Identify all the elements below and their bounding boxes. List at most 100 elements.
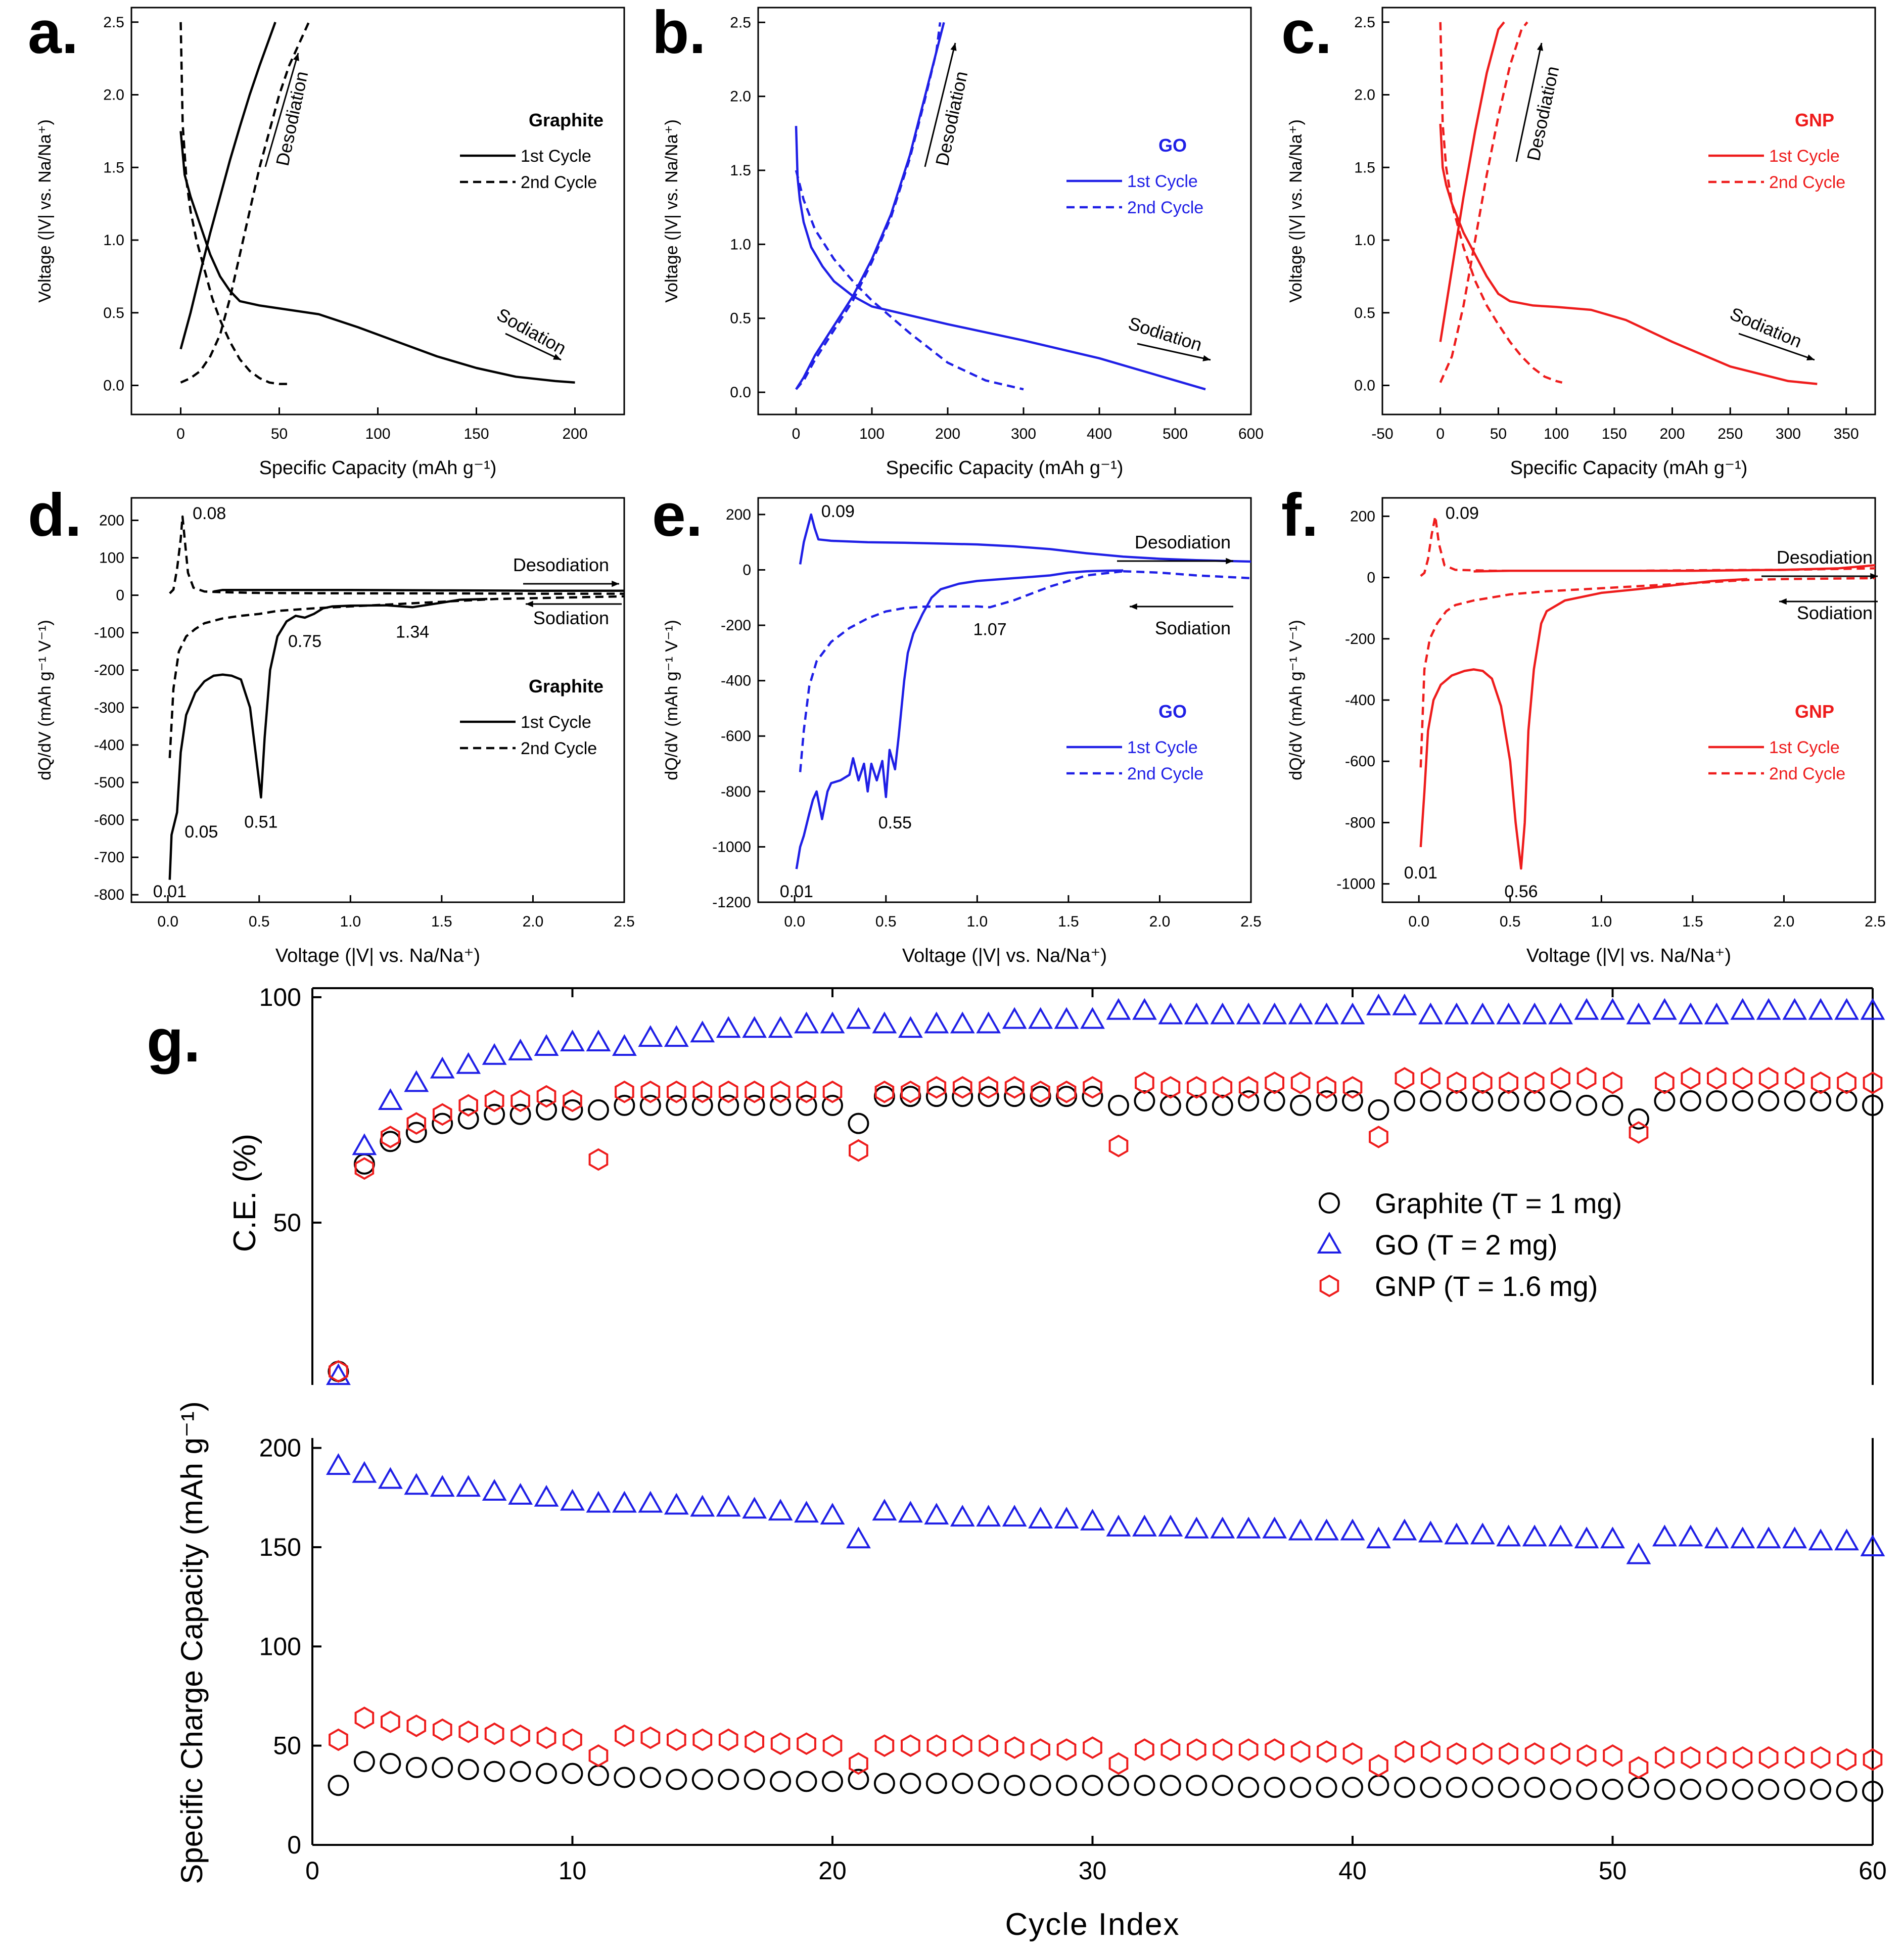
y-tick-label: 2.5 xyxy=(730,14,751,31)
y-tick-label: -600 xyxy=(94,812,124,828)
capacity-marker-graphite xyxy=(1654,1779,1676,1800)
capacity-marker-go xyxy=(1392,1518,1417,1541)
series-line-1st-cycle xyxy=(213,588,624,593)
x-tick-label: 2.5 xyxy=(1865,913,1886,930)
y-axis-label-ce: C.E. (%) xyxy=(227,1134,262,1252)
legend-label: 2nd Cycle xyxy=(1127,198,1203,217)
ce-marker-go xyxy=(1756,998,1781,1020)
peak-label: 0.01 xyxy=(780,882,813,901)
capacity-marker-go xyxy=(846,1526,871,1549)
series-line-2nd-cycle xyxy=(179,22,289,385)
capacity-marker-graphite xyxy=(1030,1775,1051,1796)
y-tick-label: -800 xyxy=(1345,814,1375,831)
ce-marker-go xyxy=(1626,1002,1651,1025)
capacity-marker-graphite xyxy=(432,1756,453,1778)
legend-title: GO xyxy=(1158,701,1187,722)
capacity-marker-graphite xyxy=(536,1763,558,1784)
x-tick-label: 2.0 xyxy=(1774,913,1795,930)
y-tick-label: 100 xyxy=(259,1632,301,1660)
capacity-marker-graphite xyxy=(353,1751,375,1773)
capacity-marker-gnp xyxy=(1290,1740,1311,1763)
legend-label: 2nd Cycle xyxy=(1769,173,1845,192)
capacity-marker-go xyxy=(534,1485,559,1507)
x-tick-label: 0.0 xyxy=(784,913,805,930)
y-axis-label-capacity: Specific Charge Capacity (mAh g⁻¹) xyxy=(175,1401,209,1884)
y-tick-label: -1000 xyxy=(712,839,751,855)
x-tick-label: 1.0 xyxy=(340,913,361,930)
annotation-arrow-line xyxy=(1137,343,1211,361)
x-tick-label: 250 xyxy=(1717,426,1743,442)
y-tick-label: -400 xyxy=(1345,692,1375,709)
capacity-marker-gnp xyxy=(1785,1746,1804,1769)
ce-marker-gnp xyxy=(563,1089,582,1113)
legend-title: Graphite xyxy=(529,676,603,697)
ce-marker-go xyxy=(1028,1007,1053,1029)
y-tick-label: 200 xyxy=(726,506,751,523)
ce-marker-go xyxy=(950,1011,975,1034)
legend-label: GO (T = 2 mg) xyxy=(1375,1229,1557,1261)
plot-frame xyxy=(130,497,625,903)
x-tick-label: 2.5 xyxy=(1240,913,1262,930)
x-tick-label: 0.0 xyxy=(1408,913,1429,930)
x-tick-label: 100 xyxy=(859,426,885,442)
series-line-1st-cycle xyxy=(179,22,276,350)
ce-marker-go xyxy=(742,1016,767,1038)
ce-marker-go xyxy=(1574,998,1599,1020)
ce-marker-go xyxy=(482,1043,507,1065)
ce-marker-gnp xyxy=(536,1085,556,1108)
annotation-arrow-line xyxy=(1738,333,1815,361)
series-line-2nd-cycle xyxy=(799,570,1124,772)
capacity-marker-go xyxy=(1756,1526,1781,1549)
y-tick-label: 0.0 xyxy=(103,378,124,394)
capacity-marker-graphite xyxy=(900,1773,921,1794)
capacity-marker-graphite xyxy=(1862,1780,1883,1802)
ce-marker-go xyxy=(326,1363,351,1385)
ce-marker-go xyxy=(1678,1002,1703,1025)
capacity-marker-go xyxy=(1522,1524,1547,1547)
ce-marker-graphite xyxy=(1394,1090,1415,1112)
ce-marker-gnp xyxy=(692,1080,713,1103)
x-axis-label: Voltage (|V| vs. Na/Na⁺) xyxy=(902,945,1107,966)
capacity-marker-gnp xyxy=(1733,1746,1753,1769)
series-line-1st-cycle xyxy=(799,513,1251,565)
annotation-arrow-head xyxy=(293,53,299,61)
ce-marker-graphite xyxy=(1862,1094,1883,1116)
peak-label: 0.08 xyxy=(193,504,226,523)
ce-marker-graphite xyxy=(1264,1090,1285,1112)
capacity-marker-go xyxy=(1600,1526,1625,1549)
capacity-marker-go xyxy=(690,1495,715,1517)
capacity-marker-gnp xyxy=(1863,1748,1883,1771)
ce-marker-go xyxy=(1704,1002,1729,1025)
capacity-marker-go xyxy=(1054,1506,1079,1528)
y-axis-label: Voltage (|V| vs. Na/Na⁺) xyxy=(35,119,55,303)
ce-marker-graphite xyxy=(1212,1094,1233,1116)
series-group xyxy=(179,21,575,385)
ce-marker-gnp xyxy=(1213,1076,1233,1099)
peak-label: 0.51 xyxy=(244,813,277,832)
capacity-marker-go xyxy=(1730,1526,1755,1549)
capacity-marker-gnp xyxy=(1317,1740,1336,1763)
ce-marker-go xyxy=(1834,998,1859,1020)
ce-marker-gnp xyxy=(484,1089,504,1113)
ce-marker-graphite xyxy=(1238,1090,1260,1112)
x-tick-label: -50 xyxy=(1371,426,1393,442)
capacity-marker-go xyxy=(1314,1518,1339,1541)
y-tick-label: -1200 xyxy=(712,894,751,911)
capacity-marker-go xyxy=(1340,1518,1365,1541)
capacity-marker-graphite xyxy=(1498,1777,1519,1798)
ce-marker-graphite xyxy=(1550,1090,1571,1112)
series-line-2nd-cycle xyxy=(168,595,624,758)
capacity-marker-gnp xyxy=(1810,1746,1831,1769)
ce-marker-go xyxy=(586,1029,611,1052)
ce-marker-go xyxy=(1860,998,1885,1020)
x-tick-label: 200 xyxy=(935,426,960,442)
capacity-marker-gnp xyxy=(1135,1738,1154,1761)
y-axis-label: dQ/dV (mAh g⁻¹ V⁻¹) xyxy=(1286,620,1306,780)
y-tick-label: 1.0 xyxy=(1354,232,1375,249)
series-line-2nd-cycle xyxy=(795,170,1024,391)
capacity-marker-graphite xyxy=(822,1771,843,1792)
ce-marker-graphite xyxy=(587,1099,609,1121)
ce-marker-graphite xyxy=(1810,1090,1832,1112)
capacity-marker-graphite xyxy=(614,1767,635,1788)
